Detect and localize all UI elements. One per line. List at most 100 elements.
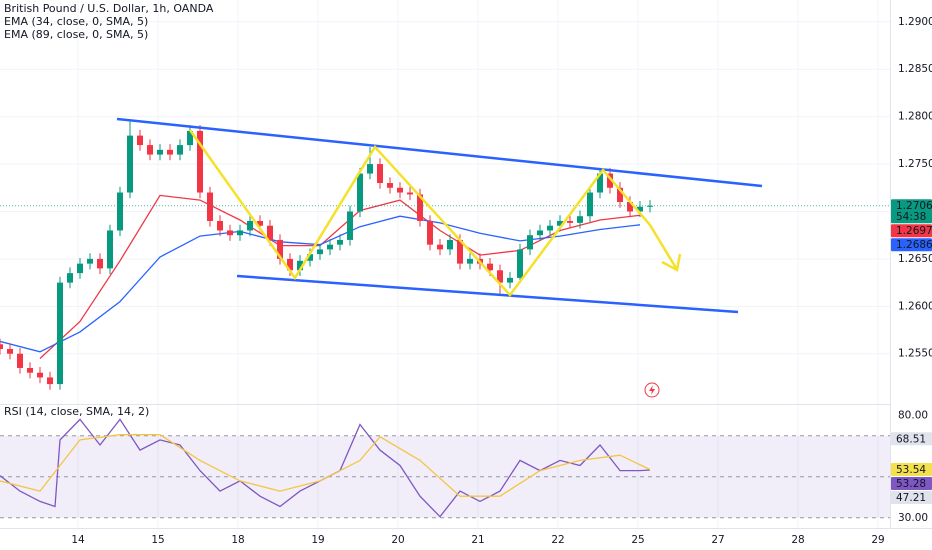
- candle-body: [317, 249, 323, 255]
- candle-body: [247, 220, 253, 231]
- candle-body: [577, 216, 583, 223]
- x-tick-label: 28: [791, 534, 804, 546]
- candle-body: [567, 220, 573, 223]
- candle-body: [17, 353, 23, 368]
- y-tick-label: 80.00: [898, 409, 928, 421]
- candle-body: [217, 220, 223, 231]
- candle-body: [127, 135, 133, 193]
- y-tick-label: 1.28000: [898, 111, 932, 123]
- price-badge: [891, 224, 932, 238]
- candle-body: [167, 149, 173, 155]
- candle-body: [177, 145, 183, 155]
- candle-body: [497, 270, 503, 283]
- candle-body: [607, 173, 613, 188]
- candle-body: [427, 220, 433, 245]
- candle-body: [377, 164, 383, 184]
- candle-body: [587, 192, 593, 217]
- candle-body: [57, 282, 63, 385]
- candle-body: [637, 206, 643, 212]
- candle-body: [77, 263, 83, 274]
- candle-body: [327, 244, 333, 250]
- candle-body: [37, 372, 43, 378]
- candle-body: [367, 164, 373, 174]
- candle-body: [147, 145, 153, 155]
- x-tick-label: 21: [471, 534, 484, 546]
- y-tick-label: 30.00: [898, 512, 928, 524]
- candle-body: [0, 344, 3, 349]
- candle-body: [27, 367, 33, 373]
- candle-body: [47, 377, 53, 385]
- candle-body: [237, 230, 243, 236]
- channel-top: [116, 117, 763, 188]
- price-badge-label: 1.27061: [896, 200, 932, 212]
- price-badge-label: 68.51: [896, 433, 926, 445]
- candle-body: [97, 258, 103, 269]
- price-badge: [891, 432, 932, 446]
- x-tick-label: 19: [311, 534, 324, 546]
- x-tick-label: 14: [71, 534, 85, 546]
- event-bolt: [649, 385, 655, 395]
- candle-body: [287, 258, 293, 271]
- x-tick-label: 18: [231, 534, 244, 546]
- grid: [0, 0, 890, 528]
- candle-body: [407, 192, 413, 195]
- candle-body: [227, 230, 233, 236]
- candle-body: [7, 348, 13, 354]
- price-badge: [891, 199, 932, 224]
- candle-body: [67, 273, 73, 283]
- candle-body: [257, 220, 263, 226]
- price-badge-label: 1.26860: [896, 239, 932, 251]
- x-tick-label: 29: [871, 534, 884, 546]
- candle-body: [507, 277, 513, 283]
- zigzag: [188, 129, 678, 297]
- candle-body: [157, 149, 163, 155]
- candle-body: [517, 249, 523, 278]
- price-badge-label: 53.28: [896, 478, 926, 490]
- x-tick-label: 27: [711, 534, 724, 546]
- price-badge: [891, 462, 932, 476]
- price-badge-label: 1.26977: [896, 225, 932, 237]
- candle-body: [357, 173, 363, 212]
- candle-body: [337, 239, 343, 245]
- candle-body: [267, 225, 273, 240]
- candle-body: [647, 205, 653, 207]
- price-badge-label: 53.54: [896, 464, 926, 476]
- candle-body: [617, 187, 623, 202]
- candle-body: [627, 202, 633, 212]
- channel-bottom: [236, 274, 739, 314]
- indicator-line: [0, 434, 651, 497]
- candle-body: [347, 211, 353, 240]
- y-tick-label: 1.27500: [898, 158, 932, 170]
- price-badge: [891, 490, 932, 504]
- candle-body: [467, 258, 473, 264]
- y-tick-label: 1.28500: [898, 63, 932, 75]
- y-tick-label: 1.26000: [898, 300, 932, 312]
- rsi-title: RSI (14, close, SMA, 14, 2): [4, 405, 149, 418]
- axes: 14 15 18 19 20 21 22 25 27 28 29 1.29000 1.28500 1.28…: [71, 16, 932, 546]
- candle-body: [547, 225, 553, 231]
- candle-body: [117, 192, 123, 231]
- candle-body: [597, 173, 603, 193]
- x-tick-label: 25: [631, 534, 644, 546]
- candle-body: [197, 130, 203, 193]
- candle-body: [537, 230, 543, 236]
- candle-body: [137, 135, 143, 146]
- price-badge: [891, 476, 932, 490]
- y-tick-label: 1.29000: [898, 16, 932, 28]
- legend: British Pound / U.S. Dollar, 1h, OANDA E…: [4, 2, 214, 418]
- candle-body: [487, 263, 493, 271]
- arrow-head: [661, 253, 682, 272]
- countdown: 54:38: [896, 211, 926, 223]
- candle-body: [307, 254, 313, 261]
- candle-body: [187, 130, 193, 146]
- x-tick-label: 15: [151, 534, 164, 546]
- candle-body: [107, 230, 113, 269]
- marks: [0, 120, 890, 518]
- indicator-line: [39, 194, 641, 359]
- x-tick-label: 22: [551, 534, 564, 546]
- y-tick-label: 1.25500: [898, 348, 932, 360]
- candle-body: [87, 258, 93, 264]
- ema-legend: EMA (89, close, 0, SMA, 5): [4, 28, 148, 41]
- ema-legend: EMA (34, close, 0, SMA, 5): [4, 15, 148, 28]
